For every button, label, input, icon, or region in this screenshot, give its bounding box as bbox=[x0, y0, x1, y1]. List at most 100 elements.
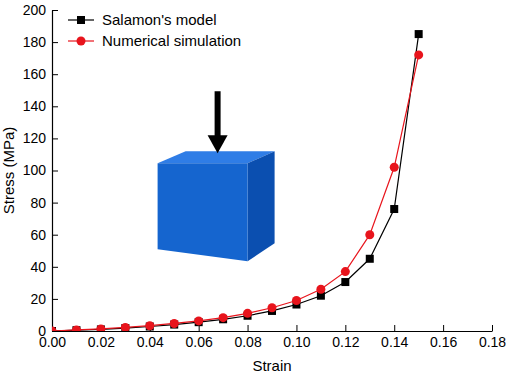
series-line bbox=[52, 34, 419, 331]
series-marker bbox=[390, 163, 399, 172]
x-tick-label: 0.16 bbox=[430, 334, 457, 350]
x-tick-label: 0.08 bbox=[234, 334, 261, 350]
legend-label: Numerical simulation bbox=[102, 32, 241, 49]
legend-label: Salamon's model bbox=[102, 11, 217, 28]
y-tick: 40 bbox=[30, 259, 58, 275]
series-marker bbox=[341, 267, 350, 276]
y-tick: 140 bbox=[23, 98, 58, 114]
x-tick-label: 0.14 bbox=[381, 334, 408, 350]
series-marker bbox=[414, 50, 423, 59]
series-marker bbox=[72, 326, 80, 331]
y-axis: 0 20 40 60 80 100 120 140 160 180 200 bbox=[23, 2, 58, 339]
y-tick: 0 bbox=[38, 323, 58, 339]
series-marker bbox=[96, 324, 105, 331]
chart: 0.000.020.040.060.080.100.120.140.160.18… bbox=[0, 0, 512, 377]
x-tick: 0.08 bbox=[234, 325, 261, 350]
x-tick: 0.14 bbox=[381, 325, 408, 350]
y-tick-mark bbox=[52, 106, 58, 107]
y-tick: 80 bbox=[30, 195, 58, 211]
series-marker bbox=[97, 325, 105, 331]
x-tick-label: 0.02 bbox=[88, 334, 115, 350]
series-marker bbox=[121, 323, 130, 331]
series-marker bbox=[366, 255, 374, 263]
x-tick-label: 0.18 bbox=[479, 334, 506, 350]
load-arrow-head bbox=[208, 135, 228, 153]
x-tick-mark bbox=[296, 325, 297, 331]
y-tick-mark bbox=[52, 138, 58, 139]
legend-marker bbox=[77, 16, 85, 24]
cube-illustration bbox=[158, 91, 275, 261]
y-tick-label: 0 bbox=[38, 323, 46, 339]
cube-side bbox=[248, 151, 275, 261]
series-marker bbox=[268, 303, 277, 312]
series-marker bbox=[72, 325, 81, 331]
y-tick: 160 bbox=[23, 66, 58, 82]
x-tick-label: 0.04 bbox=[137, 334, 164, 350]
x-axis-title: Strain bbox=[252, 357, 291, 374]
series-marker bbox=[365, 230, 374, 239]
y-tick-mark bbox=[52, 331, 58, 332]
legend-item: Salamon's model bbox=[68, 11, 217, 28]
y-tick-mark bbox=[52, 299, 58, 300]
legend-marker bbox=[77, 37, 86, 46]
y-axis-title: Stress (MPa) bbox=[0, 127, 17, 215]
series-marker bbox=[390, 205, 398, 213]
y-tick: 20 bbox=[30, 291, 58, 307]
plot: 0.000.020.040.060.080.100.120.140.160.18… bbox=[23, 2, 507, 350]
series-group bbox=[52, 30, 423, 331]
x-tick-mark bbox=[492, 325, 493, 331]
y-tick-label: 160 bbox=[23, 66, 47, 82]
y-tick: 60 bbox=[30, 227, 58, 243]
series-marker bbox=[52, 327, 56, 331]
y-tick-label: 100 bbox=[23, 162, 47, 178]
y-tick-label: 40 bbox=[30, 259, 46, 275]
x-tick-label: 0.06 bbox=[186, 334, 213, 350]
series-marker bbox=[341, 278, 349, 286]
y-tick-mark bbox=[52, 10, 58, 11]
series-marker bbox=[292, 296, 301, 305]
x-tick: 0.12 bbox=[332, 325, 359, 350]
y-tick-label: 180 bbox=[23, 34, 47, 50]
x-tick-mark bbox=[394, 325, 395, 331]
y-tick-label: 120 bbox=[23, 130, 47, 146]
series-marker bbox=[316, 285, 325, 294]
series-marker bbox=[145, 321, 154, 330]
x-tick-label: 0.10 bbox=[283, 334, 310, 350]
x-tick: 0.16 bbox=[430, 325, 457, 350]
series-marker bbox=[243, 309, 252, 318]
series-marker bbox=[219, 313, 228, 322]
y-tick-mark bbox=[52, 235, 58, 236]
y-tick-label: 140 bbox=[23, 98, 47, 114]
x-tick: 0.18 bbox=[479, 325, 506, 350]
x-tick-label: 0.12 bbox=[332, 334, 359, 350]
series-marker bbox=[52, 327, 57, 332]
x-tick-mark bbox=[443, 325, 444, 331]
x-tick-mark bbox=[345, 325, 346, 331]
y-tick-mark bbox=[52, 42, 58, 43]
y-tick: 200 bbox=[23, 2, 58, 18]
y-tick-mark bbox=[52, 203, 58, 204]
series-marker bbox=[194, 316, 203, 325]
series-marker bbox=[415, 30, 423, 38]
load-arrow-shaft bbox=[215, 91, 221, 137]
y-tick-label: 80 bbox=[30, 195, 46, 211]
y-tick-label: 60 bbox=[30, 227, 46, 243]
y-tick-label: 200 bbox=[23, 2, 47, 18]
legend-item: Numerical simulation bbox=[68, 32, 241, 49]
x-tick: 0.10 bbox=[283, 325, 310, 350]
y-tick: 100 bbox=[23, 162, 58, 178]
x-tick: 0.06 bbox=[186, 325, 213, 350]
series-line bbox=[52, 55, 419, 331]
x-tick-mark bbox=[248, 325, 249, 331]
y-tick: 120 bbox=[23, 130, 58, 146]
y-tick-label: 20 bbox=[30, 291, 46, 307]
y-tick-mark bbox=[52, 171, 58, 172]
series-marker bbox=[170, 319, 179, 328]
legend: Salamon's model Numerical simulation bbox=[68, 11, 241, 49]
y-tick: 180 bbox=[23, 34, 58, 50]
y-tick-mark bbox=[52, 74, 58, 75]
x-axis-line bbox=[53, 331, 493, 332]
cube-front bbox=[158, 163, 248, 261]
series bbox=[52, 50, 423, 331]
series bbox=[52, 30, 423, 331]
